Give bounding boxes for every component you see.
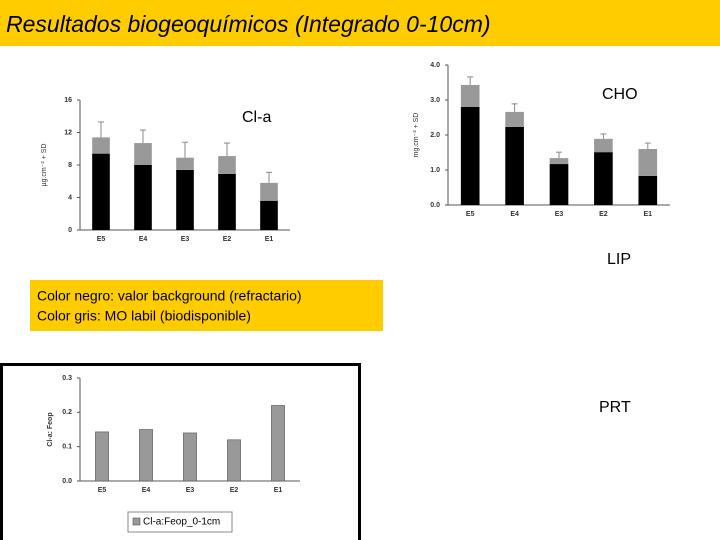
x-tick-label: E2: [599, 211, 608, 218]
bar: [271, 405, 285, 482]
y-tick-label: 0.1: [62, 444, 72, 451]
x-tick-label: E2: [223, 236, 232, 243]
x-tick-label: E3: [181, 236, 190, 243]
bar-segment: [460, 84, 480, 107]
x-tick-label: E1: [644, 211, 653, 218]
y-tick-label: 12: [64, 129, 72, 136]
bar-segment: [594, 138, 613, 153]
x-tick-label: E5: [97, 236, 106, 243]
bar-segment: [638, 149, 658, 176]
x-tick-label: E1: [265, 236, 274, 243]
panel-label: PRT: [599, 399, 631, 416]
notes-box: [30, 280, 383, 331]
x-tick-label: E4: [139, 236, 148, 243]
bar-segment: [638, 175, 658, 205]
y-tick-label: 2.0: [430, 132, 440, 139]
x-tick-label: E3: [555, 211, 564, 218]
bar: [227, 439, 241, 482]
note: Color negro: valor background (refractar…: [37, 288, 302, 304]
legend-swatch: [132, 517, 141, 526]
bar: [95, 431, 109, 482]
x-tick-label: E1: [274, 487, 283, 494]
y-tick-label: 8: [68, 162, 72, 169]
bar-segment: [505, 126, 524, 205]
legend-box: [127, 511, 233, 533]
x-tick-label: E4: [510, 211, 519, 218]
y-axis-label: Cl-a: Feop: [47, 412, 54, 446]
bar-segment: [260, 182, 278, 201]
y-tick-label: 16: [64, 97, 72, 104]
y-tick-label: 0: [68, 227, 72, 234]
bar: [183, 432, 197, 482]
panel-label: LIP: [607, 251, 631, 268]
x-tick-label: E4: [142, 487, 151, 494]
bar-segment: [260, 200, 278, 230]
bar-segment: [218, 173, 236, 230]
bar-segment: [92, 137, 110, 154]
y-axis-label: mg.cm⁻² + SD: [413, 113, 420, 158]
x-tick-label: E5: [98, 487, 107, 494]
bar: [139, 429, 153, 482]
slide-title: Resultados biogeoquímicos (Integrado 0-1…: [6, 11, 491, 37]
x-tick-label: E5: [466, 211, 475, 218]
chart-frame: [0, 363, 361, 540]
y-tick-label: 0.0: [430, 202, 440, 209]
bar-segment: [549, 164, 569, 205]
bar-segment: [176, 157, 194, 170]
title-bar: [0, 0, 720, 46]
x-tick-label: E2: [230, 487, 239, 494]
bar-segment: [92, 153, 110, 230]
panel-label: Cl-a: [242, 109, 271, 126]
bar-segment: [218, 156, 236, 174]
y-tick-label: 3.0: [430, 97, 440, 104]
bar-segment: [134, 165, 152, 230]
y-tick-label: 0.3: [62, 375, 72, 382]
y-tick-label: 4.0: [430, 62, 440, 69]
bar-segment: [134, 143, 152, 165]
y-tick-label: 0.2: [62, 409, 72, 416]
legend-label: Cl-a:Feop_0-1cm: [143, 517, 220, 528]
y-tick-label: 0.0: [62, 478, 72, 485]
y-axis-label: µg.cm⁻² + SD: [41, 144, 48, 187]
y-tick-label: 4: [68, 194, 72, 201]
bar-segment: [460, 107, 480, 205]
bar-segment: [176, 169, 194, 230]
y-tick-label: 1.0: [430, 167, 440, 174]
bar-segment: [549, 158, 569, 165]
note: Color gris: MO labil (biodisponible): [37, 308, 251, 324]
x-tick-label: E3: [186, 487, 195, 494]
bar-segment: [505, 111, 524, 127]
bar-segment: [594, 152, 613, 205]
panel-label: CHO: [602, 86, 638, 103]
